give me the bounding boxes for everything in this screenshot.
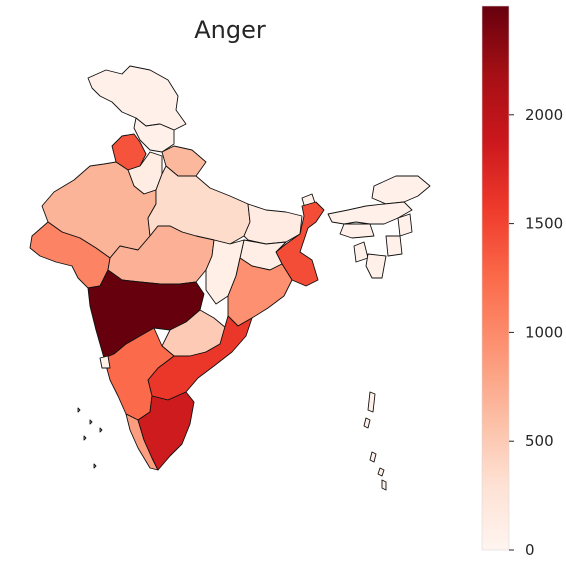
region-odisha [227,257,293,327]
colorbar-tick-label: 0 [525,541,535,559]
colorbar-tick-label: 500 [525,432,554,450]
region-mizoram [365,253,387,279]
region-west-bengal [275,201,325,287]
region-lakshadweep [77,407,103,469]
colorbar-tick-label: 1500 [525,215,563,233]
region-manipur [385,235,403,257]
region-andaman-and-nicobar-islands [363,391,387,491]
colorbar-tick-label: 2000 [525,106,563,124]
region-lakshadweep-part [77,407,81,413]
region-andaman-and-nicobar-islands-part [369,451,377,463]
region-jammu-and-kashmir [87,65,187,131]
region-lakshadweep-part [93,463,97,469]
region-lakshadweep-part [89,419,93,425]
region-lakshadweep-part [83,435,87,441]
region-andaman-and-nicobar-islands-part [381,479,387,491]
region-nagaland [397,213,413,237]
region-andaman-and-nicobar-islands-part [367,391,376,413]
region-himachal-pradesh [133,117,175,153]
region-andaman-and-nicobar-islands-part [377,467,385,477]
map-title: Anger [194,16,266,44]
region-lakshadweep-part [99,427,103,433]
region-tamil-nadu [137,391,195,471]
region-meghalaya [339,223,375,239]
colorbar-tick-label: 1000 [525,323,563,341]
region-goa [99,355,111,369]
region-andaman-and-nicobar-islands-part [363,417,371,429]
colorbar-gradient [481,5,510,551]
region-arunachal-pradesh [371,175,431,205]
region-karnataka [103,327,175,421]
